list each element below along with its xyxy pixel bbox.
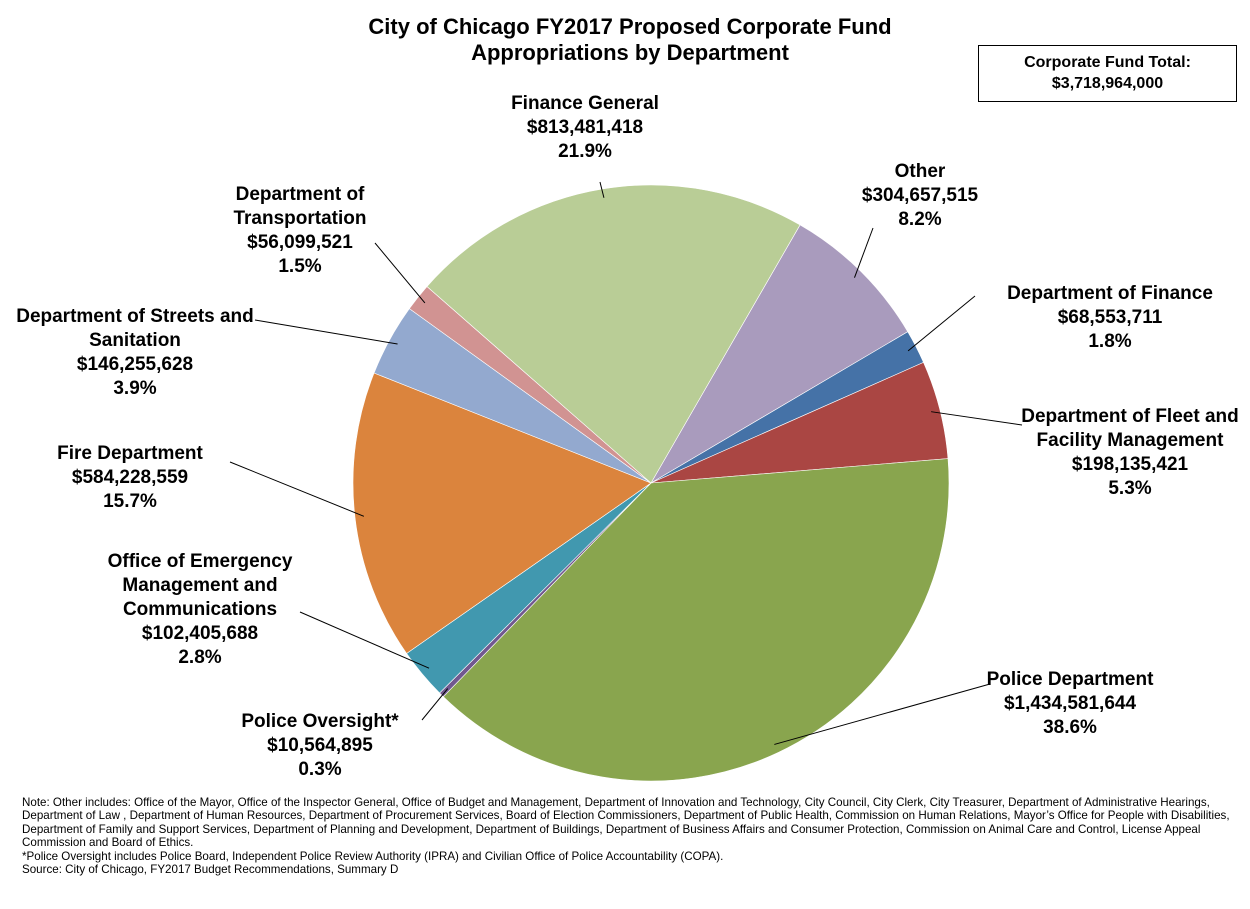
category-label: Police Department xyxy=(986,669,1154,690)
category-label: Other xyxy=(894,161,946,182)
pie-slice xyxy=(650,224,909,484)
percentage-label: 1.5% xyxy=(278,256,322,277)
leader-line xyxy=(421,688,449,721)
percentage-label: 21.9% xyxy=(558,141,612,162)
slice-label: Police Oversight* $10,564,895 0.3% xyxy=(220,710,420,782)
slice-label: Department of Finance $68,553,711 1.8% xyxy=(975,282,1245,354)
category-label: Police Oversight* xyxy=(241,711,399,732)
category-label: Fire Department xyxy=(57,443,203,464)
slice-label: Department of Streets and Sanitation $146… xyxy=(10,305,260,401)
slice-label: Finance General $813,481,418 21.9% xyxy=(465,92,705,164)
slice-label: Office of Emergency Management and Commu… xyxy=(93,550,308,670)
category-label: Office of Emergency Management and Commu… xyxy=(107,551,293,620)
value-label: $68,553,711 xyxy=(1057,307,1163,328)
value-label: $813,481,418 xyxy=(526,117,644,138)
note-line: Source: City of Chicago, FY2017 Budget R… xyxy=(22,863,399,877)
leader-line xyxy=(229,461,365,517)
percentage-label: 38.6% xyxy=(1043,717,1097,738)
leader-line xyxy=(774,683,991,745)
percentage-label: 1.8% xyxy=(1088,331,1132,352)
slice-label: Other $304,657,515 8.2% xyxy=(820,160,1020,232)
pie-slice xyxy=(426,184,801,484)
value-label: $304,657,515 xyxy=(861,185,979,206)
leader-line xyxy=(931,411,1023,426)
percentage-label: 3.9% xyxy=(113,378,157,399)
category-label: Department of Finance xyxy=(1007,283,1213,304)
value-label: $10,564,895 xyxy=(267,735,373,756)
value-label: $56,099,521 xyxy=(247,232,353,253)
percentage-label: 5.3% xyxy=(1108,478,1152,499)
note-line: Note: Other includes: Office of the Mayo… xyxy=(22,796,1230,850)
category-label: Department of Streets and Sanitation xyxy=(16,306,254,351)
category-label: Department of Fleet and Facility Managem… xyxy=(1021,406,1239,451)
total-value: $3,718,964,000 xyxy=(1051,75,1164,92)
percentage-label: 8.2% xyxy=(898,209,942,230)
notes: Note: Other includes: Office of the Mayo… xyxy=(22,796,1234,876)
leader-line xyxy=(599,181,605,198)
slice-label: Department of Transportation $56,099,521 1… xyxy=(215,183,385,279)
slice-label: Police Department $1,434,581,644 38.6% xyxy=(950,668,1190,740)
percentage-label: 15.7% xyxy=(103,491,157,512)
value-label: $584,228,559 xyxy=(71,467,189,488)
pie-slice xyxy=(352,372,652,654)
category-label: Department of Transportation xyxy=(233,184,367,229)
leader-line xyxy=(254,319,398,345)
total-box: Corporate Fund Total: $3,718,964,000 xyxy=(978,45,1237,102)
chart-title: City of Chicago FY2017 Proposed Corporat… xyxy=(368,14,892,65)
leader-line xyxy=(299,611,430,669)
value-label: $1,434,581,644 xyxy=(1003,693,1137,714)
pie-slice xyxy=(442,458,950,782)
leader-line xyxy=(374,242,426,304)
value-label: $146,255,628 xyxy=(76,354,194,375)
note-line: *Police Oversight includes Police Board,… xyxy=(22,849,724,863)
slice-label: Fire Department $584,228,559 15.7% xyxy=(10,442,250,514)
category-label: Finance General xyxy=(511,93,659,114)
leader-line xyxy=(907,295,976,352)
leader-line xyxy=(854,227,874,278)
value-label: $102,405,688 xyxy=(141,623,259,644)
total-label: Corporate Fund Total: xyxy=(1024,54,1191,71)
percentage-label: 0.3% xyxy=(298,759,342,780)
percentage-label: 2.8% xyxy=(178,647,222,668)
value-label: $198,135,421 xyxy=(1071,454,1189,475)
slice-label: Department of Fleet and Facility Managem… xyxy=(1015,405,1245,501)
